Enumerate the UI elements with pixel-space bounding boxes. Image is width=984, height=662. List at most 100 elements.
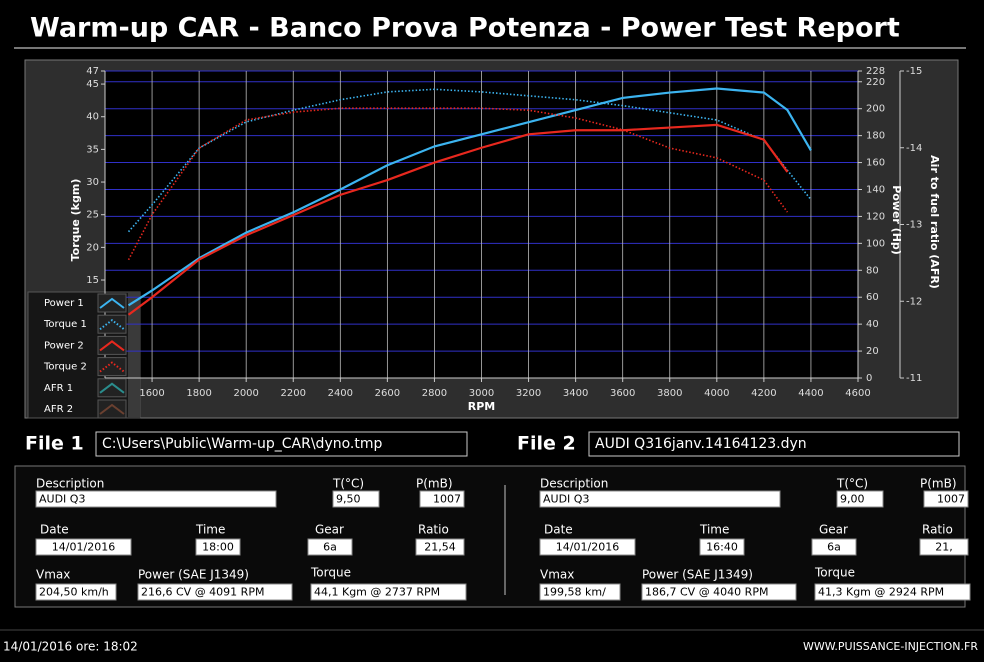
field-box [539, 490, 781, 508]
field-value: 41,3 Kgm @ 2924 RPM [818, 586, 944, 599]
field-value: 21, [935, 541, 953, 554]
x-tick-label: 3800 [657, 388, 682, 399]
series-line [127, 123, 789, 316]
field-box [415, 538, 465, 556]
field-box [811, 538, 857, 556]
field-label: Time [195, 523, 225, 537]
y2-tick-label: 228 [866, 66, 885, 77]
y2-tick-label: 20 [866, 346, 879, 357]
field-value: 199,58 km/ [543, 586, 606, 599]
y-tick-label: 15 [86, 275, 99, 286]
x-tick-label: 2200 [281, 388, 306, 399]
legend-swatch [99, 361, 125, 373]
field-box [310, 583, 467, 601]
field-value: 44,1 Kgm @ 2737 RPM [314, 586, 440, 599]
y-tick-label: 40 [86, 112, 99, 123]
field-label: Power (SAE J1349) [642, 568, 753, 582]
field-box [419, 490, 465, 508]
field-value: 216,6 CV @ 4091 RPM [141, 586, 264, 599]
legend-label: Power 2 [44, 340, 84, 351]
y2-tick-label: 0 [866, 373, 872, 384]
series-line [127, 87, 812, 307]
file-path: AUDI Q316janv.14164123.dyn [595, 436, 807, 452]
x-tick-label: 2600 [375, 388, 400, 399]
field-label: T(°C) [836, 477, 868, 491]
field-label: P(mB) [920, 477, 957, 491]
legend-swatch [99, 403, 125, 415]
y3-tick-label: -11 [906, 373, 922, 384]
field-label: Vmax [36, 568, 70, 582]
field-value: 6a [827, 541, 841, 554]
series-line [127, 107, 789, 261]
field-box [836, 490, 884, 508]
legend-label: AFR 2 [44, 404, 73, 415]
x-tick-label: 3200 [516, 388, 541, 399]
field-label: Ratio [922, 523, 953, 537]
field-label: Vmax [540, 568, 574, 582]
field-value: 14/01/2016 [52, 541, 115, 554]
y-tick-label: 45 [86, 79, 99, 90]
field-label: Description [36, 477, 104, 491]
field-value: 9,00 [840, 493, 865, 506]
field-box [641, 583, 797, 601]
y2-tick-label: 80 [866, 265, 879, 276]
y-tick-label: 35 [86, 144, 99, 155]
legend-swatch [99, 297, 125, 309]
y2-axis-label: Power (Hp) [890, 185, 903, 255]
x-tick-label: 4200 [751, 388, 776, 399]
footer-datetime: 14/01/2016 ore: 18:02 [3, 640, 138, 654]
y2-tick-label: 100 [866, 238, 885, 249]
x-tick-label: 1600 [139, 388, 164, 399]
y2-tick-label: 120 [866, 211, 885, 222]
field-label: Gear [819, 523, 848, 537]
x-axis-label: RPM [468, 400, 495, 413]
y-tick-label: 25 [86, 210, 99, 221]
y-tick-label: 47 [86, 66, 99, 77]
field-value: 21,54 [424, 541, 456, 554]
legend-scrollbar [128, 292, 140, 418]
legend-swatch-box [97, 293, 127, 313]
x-tick-label: 4000 [704, 388, 729, 399]
field-label: Gear [315, 523, 344, 537]
y2-tick-label: 40 [866, 319, 879, 330]
x-tick-label: 4600 [845, 388, 870, 399]
legend-swatch-box [97, 399, 127, 419]
field-value: 204,50 km/h [39, 586, 109, 599]
file-label: File 1 [25, 433, 84, 455]
y3-tick-label: -13 [906, 220, 922, 231]
field-label: Torque [310, 566, 351, 580]
y-axis-label: Torque (kgm) [69, 179, 82, 262]
y-tick-label: 20 [86, 242, 99, 253]
field-value: 16:40 [706, 541, 738, 554]
field-value: 1007 [433, 493, 461, 506]
legend-swatch-box [97, 357, 127, 377]
x-tick-label: 3000 [469, 388, 494, 399]
y3-axis-label: Air to fuel ratio (AFR) [928, 155, 941, 289]
legend-swatch [99, 318, 125, 331]
field-box [539, 583, 621, 601]
x-tick-label: 3600 [610, 388, 635, 399]
field-box [35, 583, 117, 601]
legend-label: Torque 1 [43, 319, 87, 330]
y2-tick-label: 180 [866, 131, 885, 142]
legend-swatch-box [97, 314, 127, 334]
field-label: Description [540, 477, 608, 491]
y2-tick-label: 160 [866, 158, 885, 169]
field-box [35, 490, 277, 508]
field-value: 186,7 CV @ 4040 RPM [645, 586, 768, 599]
x-tick-label: 2000 [233, 388, 258, 399]
field-label: Date [40, 523, 69, 537]
field-label: Date [544, 523, 573, 537]
y3-tick-label: -12 [906, 296, 922, 307]
field-box [814, 583, 971, 601]
field-label: T(°C) [332, 477, 364, 491]
legend-swatch-box [97, 378, 127, 398]
field-label: Torque [814, 566, 855, 580]
legend-label: Power 1 [44, 298, 84, 309]
field-value: 9,50 [336, 493, 361, 506]
field-box [919, 538, 969, 556]
field-value: AUDI Q3 [39, 493, 85, 506]
x-tick-label: 1800 [186, 388, 211, 399]
y2-tick-label: 220 [866, 77, 885, 88]
